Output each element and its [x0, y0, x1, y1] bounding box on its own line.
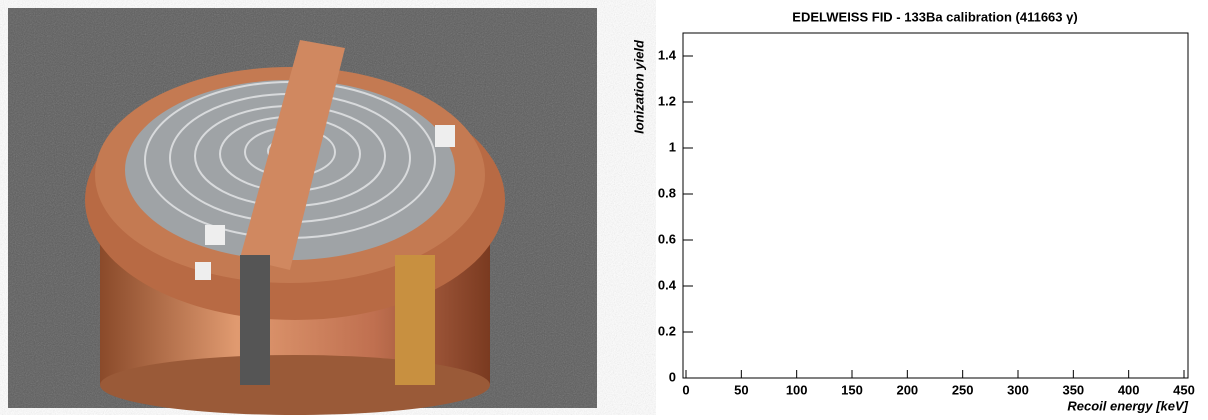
chart-title: EDELWEISS FID - 133Ba calibration (41166…	[792, 9, 1077, 24]
y-tick-label: 0.8	[658, 185, 676, 200]
y-tick-label: 1	[669, 139, 676, 154]
x-tick-label: 0	[682, 382, 689, 397]
y-tick-label: 1.2	[658, 93, 676, 108]
y-tick-label: 0	[669, 369, 676, 384]
x-tick-label: 200	[896, 382, 918, 397]
chart: EDELWEISS FID - 133Ba calibration (41166…	[631, 9, 1194, 413]
x-tick-label: 350	[1062, 382, 1084, 397]
plot-frame	[682, 32, 1189, 379]
y-tick-label: 0.2	[658, 323, 676, 338]
y-tick-label: 0.4	[658, 277, 677, 292]
x-tick-label: 300	[1007, 382, 1029, 397]
y-axis-label: Ionization yield	[631, 39, 646, 134]
y-tick-label: 1.4	[658, 47, 677, 62]
x-tick-label: 150	[841, 382, 863, 397]
x-axis-label: Recoil energy [keV]	[1067, 398, 1188, 413]
x-tick-label: 250	[952, 382, 974, 397]
x-tick-label: 400	[1118, 382, 1140, 397]
x-tick-label: 100	[786, 382, 808, 397]
y-tick-label: 0.6	[658, 231, 676, 246]
x-tick-label: 450	[1173, 382, 1195, 397]
x-tick-label: 50	[734, 382, 748, 397]
photo	[8, 8, 597, 415]
